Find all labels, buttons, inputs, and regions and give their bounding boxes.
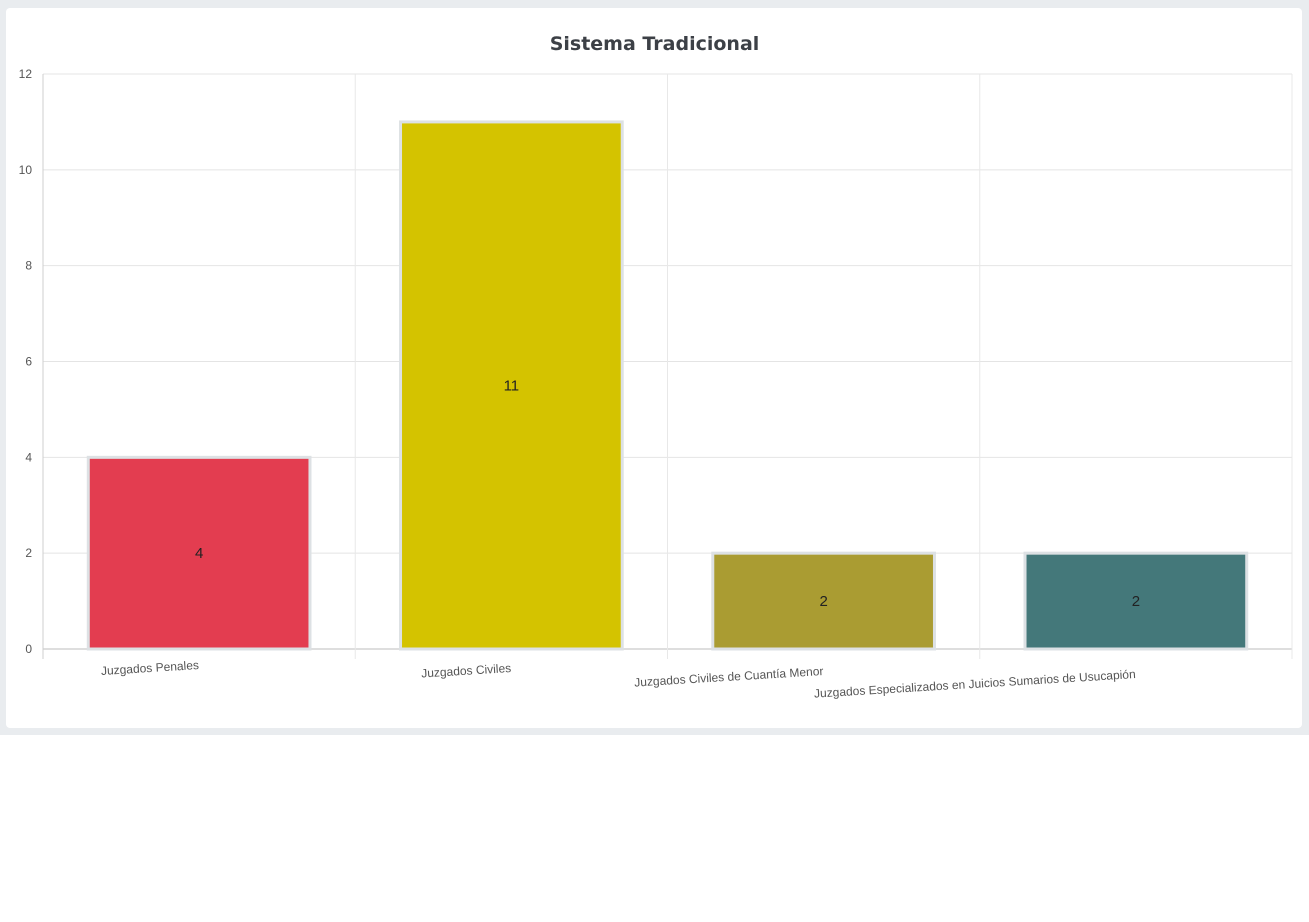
x-tick-label: Juzgados Especializados en Juicios Sumar… (814, 667, 1136, 701)
y-tick-label: 0 (25, 642, 32, 656)
data-label: 11 (504, 377, 520, 394)
bar-4 (1023, 551, 1249, 651)
bar-chart: 0 2 4 6 8 10 12 4 11 2 2 Juzgados Penales Juzgados C… (19, 67, 1293, 701)
bar-3 (711, 551, 936, 651)
x-tick-label: Juzgados Penales (101, 658, 200, 678)
x-tick-label: Juzgados Civiles (421, 661, 512, 680)
data-label: 2 (819, 593, 827, 610)
y-tick-label: 10 (19, 163, 33, 177)
chart-title: Sistema Tradicional (549, 33, 760, 55)
y-tick-label: 12 (19, 67, 33, 81)
x-tick-label: Juzgados Civiles de Cuantía Menor (634, 664, 824, 690)
bar-1 (86, 455, 312, 651)
y-tick-label: 6 (25, 355, 32, 369)
y-tick-label: 4 (25, 450, 32, 464)
bars (86, 120, 1249, 651)
y-tick-label: 8 (25, 259, 32, 273)
data-label: 2 (1132, 593, 1140, 610)
data-label: 4 (195, 545, 203, 562)
bar-2 (399, 120, 624, 651)
y-tick-label: 2 (25, 546, 32, 560)
